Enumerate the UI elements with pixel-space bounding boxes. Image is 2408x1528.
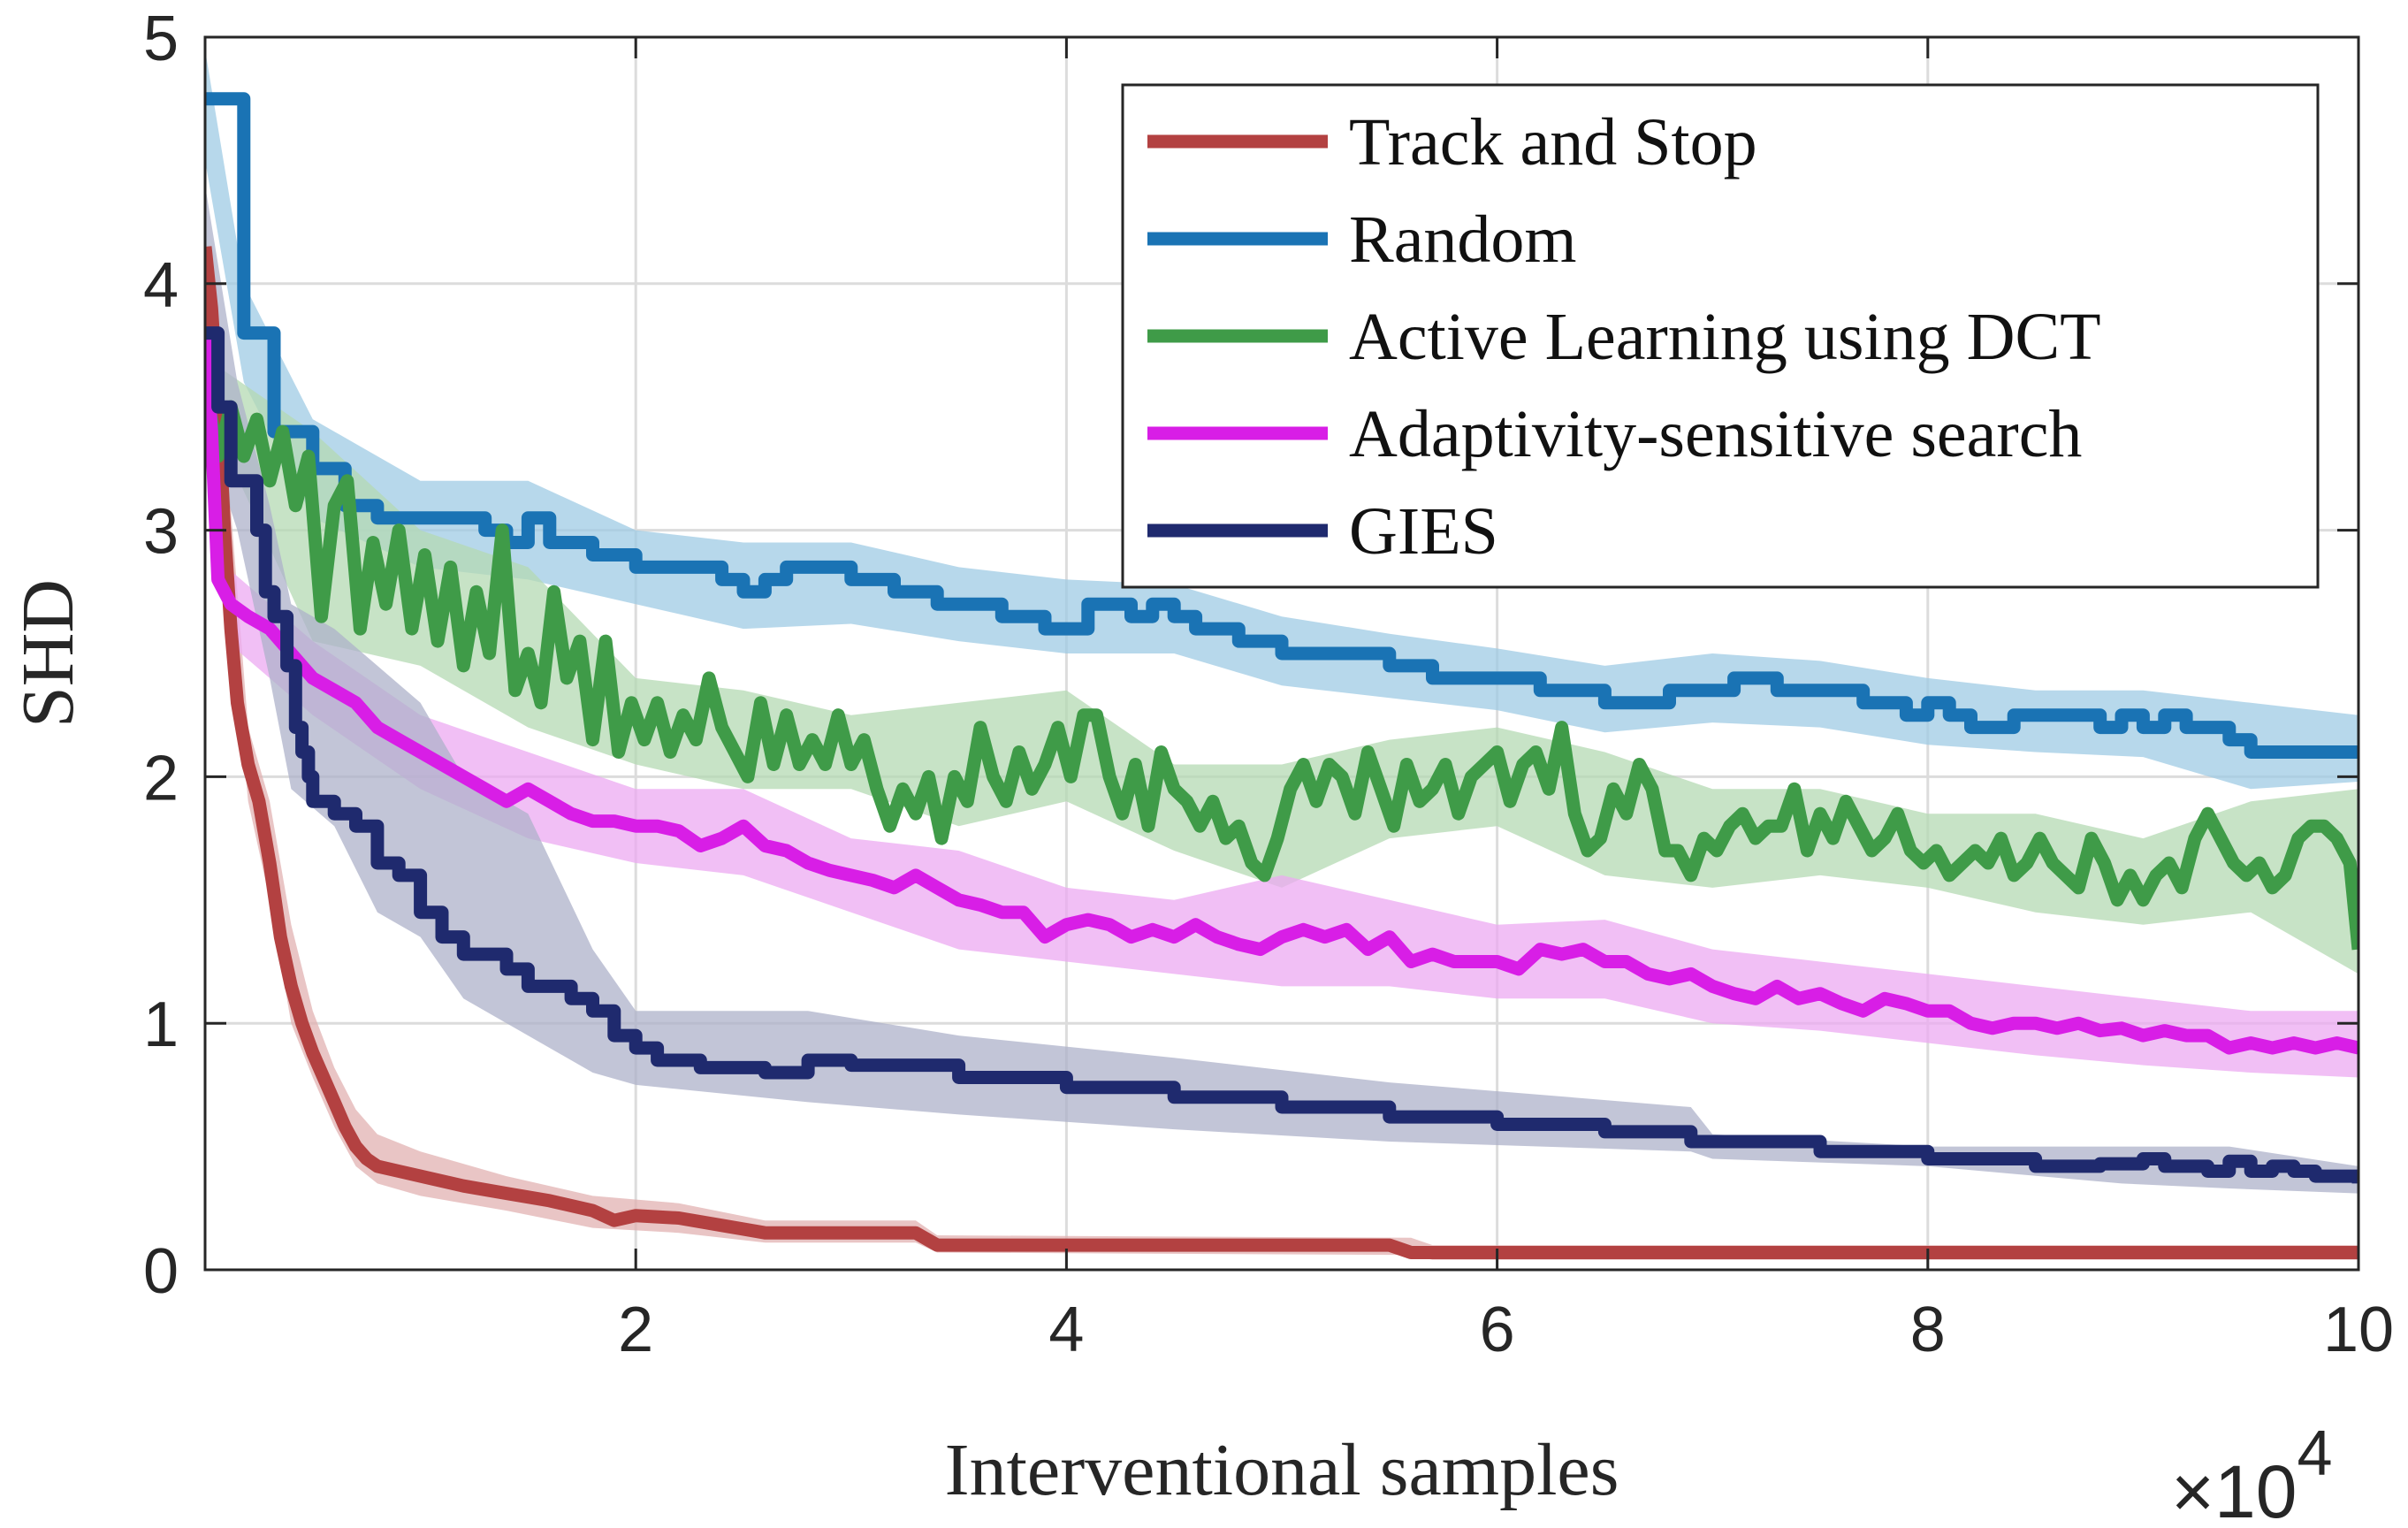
series-line-1: [205, 92, 2358, 759]
series-line-4: [205, 326, 2358, 1184]
legend-label-1: Random: [1349, 202, 1577, 277]
y-tick-label: 2: [143, 743, 179, 814]
x-scale-label: ×104: [2171, 1418, 2333, 1528]
band-0: [205, 234, 2358, 1260]
y-tick-label: 0: [143, 1236, 179, 1307]
y-tick-label: 5: [143, 4, 179, 74]
axes-box: [203, 35, 2360, 1272]
y-tick-label: 4: [143, 250, 179, 321]
y-axis-title: SHD: [7, 579, 89, 728]
legend-label-0: Track and Stop: [1349, 105, 1757, 180]
x-axis-title: Interventional samples: [945, 1429, 1619, 1511]
band-3: [205, 308, 2358, 1078]
x-tick-label: 6: [1480, 1295, 1515, 1365]
x-tick-label: 10: [2323, 1295, 2394, 1365]
axes: 2 4 6 8 10 0 1 2 3 4 5 Interventional samples SHD ×10…: [7, 4, 2394, 1528]
x-scale-exponent: 4: [2298, 1418, 2333, 1489]
band-1: [205, 49, 2358, 790]
legend: Track and Stop Random Active Learning usin…: [1121, 83, 2320, 589]
series-line-0: [205, 246, 2358, 1259]
series-line-2: [205, 381, 2358, 951]
x-tick-label: 8: [1910, 1295, 1946, 1365]
y-tick-label: 3: [143, 497, 179, 568]
legend-label-3: Adaptivity-sensitive search: [1349, 397, 2082, 471]
legend-label-4: GIES: [1349, 494, 1498, 569]
series-lines: [205, 92, 2358, 1259]
x-tick-label: 2: [618, 1295, 653, 1365]
series-line-3: [205, 332, 2358, 1055]
x-tick-label: 4: [1048, 1295, 1084, 1365]
legend-label-2: Active Learning using DCT: [1349, 300, 2101, 374]
x-scale-base: ×10: [2171, 1450, 2298, 1528]
y-tick-label: 1: [143, 989, 179, 1060]
